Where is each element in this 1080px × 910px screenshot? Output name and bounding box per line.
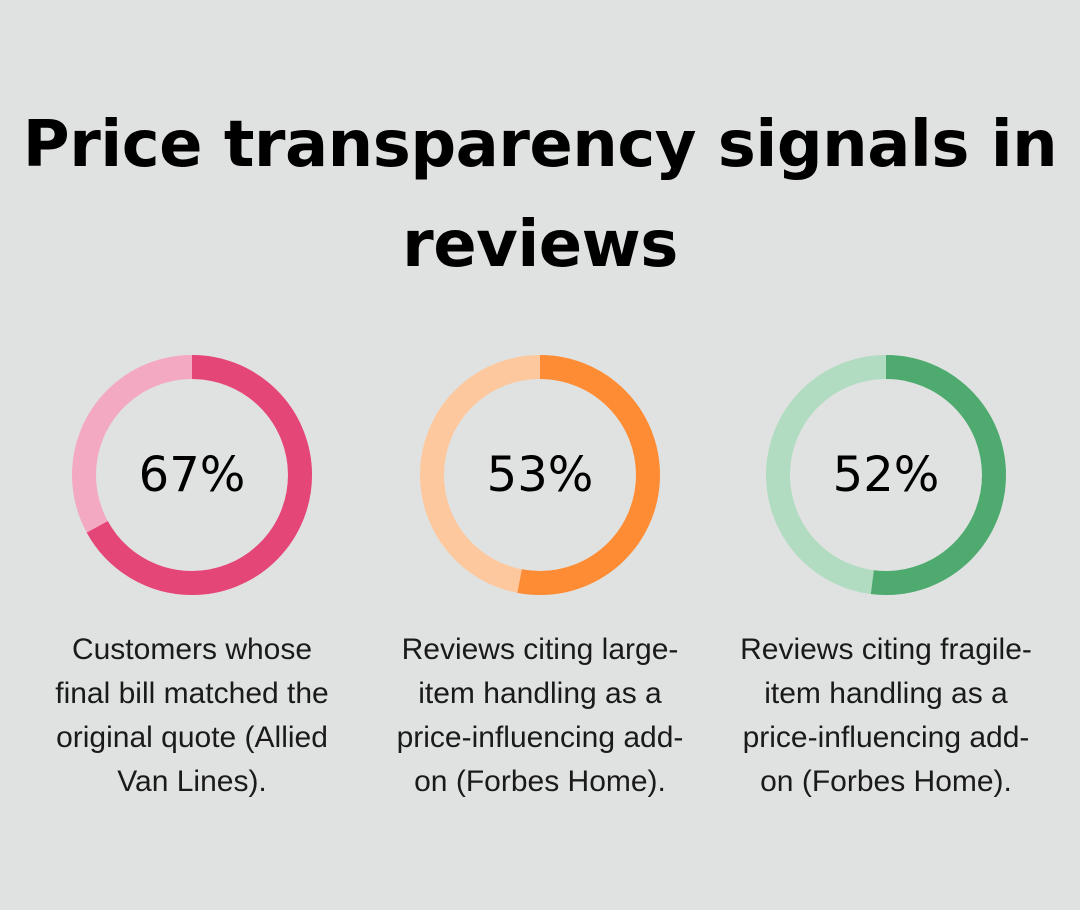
stat-value: 67% bbox=[138, 447, 246, 503]
donut-chart: 67% bbox=[71, 354, 313, 596]
donut-ring bbox=[766, 355, 1006, 595]
stat-card-2: 53% Reviews citing large-item handling a… bbox=[390, 354, 690, 804]
donut-chart: 52% bbox=[765, 354, 1007, 596]
stat-description: Reviews citing fragile-item handling as … bbox=[740, 633, 1032, 798]
stat-description: Customers whose final bill matched the o… bbox=[55, 633, 329, 798]
stat-value: 53% bbox=[486, 447, 594, 503]
page-title: Price transparency signals in reviews bbox=[22, 108, 1058, 282]
donut-ring bbox=[420, 355, 660, 595]
stat-card-1: 67% Customers whose final bill matched t… bbox=[42, 354, 342, 804]
stat-description: Reviews citing large-item handling as a … bbox=[396, 633, 684, 798]
donut-ring bbox=[72, 355, 312, 595]
stat-card-3: 52% Reviews citing fragile-item handling… bbox=[736, 354, 1036, 804]
stat-value: 52% bbox=[832, 447, 940, 503]
donut-chart: 53% bbox=[419, 354, 661, 596]
